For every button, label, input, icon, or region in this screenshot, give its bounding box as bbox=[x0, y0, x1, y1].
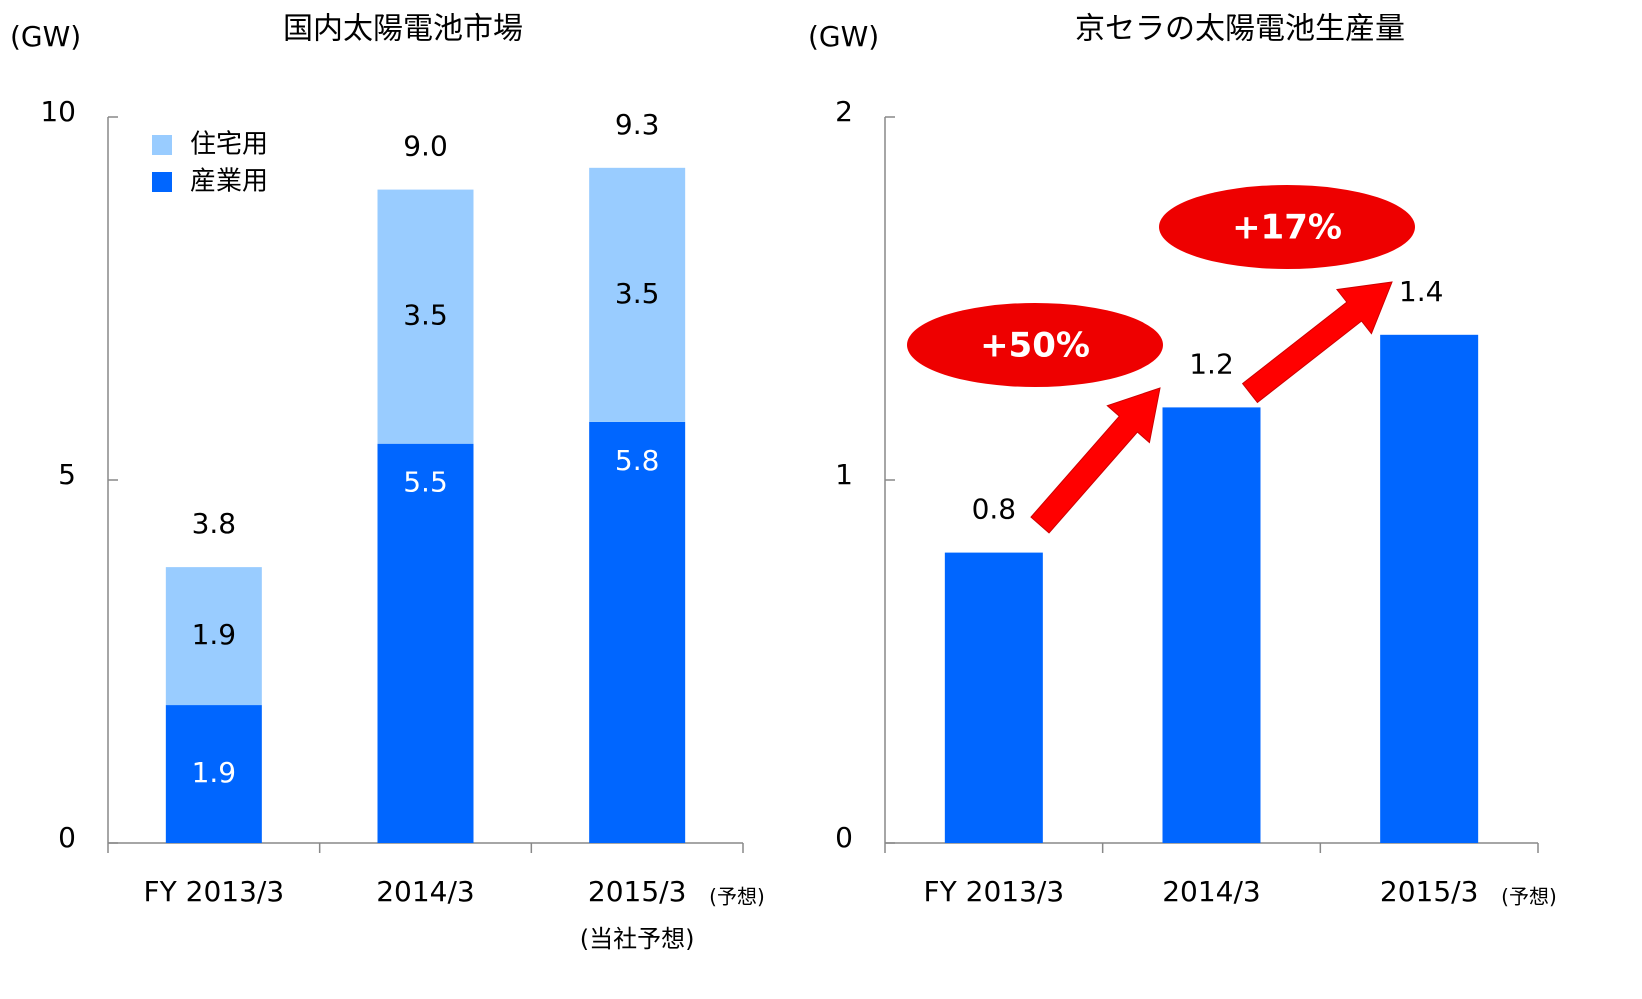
legend-swatch bbox=[152, 135, 172, 155]
data-label: 1.2 bbox=[1189, 347, 1234, 380]
category-note: (予想) bbox=[1501, 885, 1557, 909]
x-tick-label: 2014/3 bbox=[1162, 875, 1261, 908]
data-label: 5.8 bbox=[615, 444, 660, 477]
unit-label: (GW) bbox=[10, 20, 81, 53]
total-label: 3.8 bbox=[192, 507, 237, 540]
legend-swatch bbox=[152, 172, 172, 192]
bar-segment bbox=[377, 443, 474, 843]
annotation-bubble bbox=[907, 303, 1163, 387]
bar-segment bbox=[589, 167, 686, 422]
bar-segment bbox=[377, 189, 474, 444]
arrow bbox=[1030, 387, 1161, 534]
bar-segment bbox=[165, 567, 262, 706]
bar-segment bbox=[589, 421, 686, 843]
bar-segment bbox=[165, 705, 262, 843]
annotation: +50% bbox=[980, 326, 1090, 366]
y-tick-label: 0 bbox=[58, 821, 76, 854]
y-tick-label: 5 bbox=[58, 458, 76, 491]
total-label: 9.3 bbox=[615, 108, 660, 141]
unit-label: (GW) bbox=[808, 20, 879, 53]
y-tick-label: 1 bbox=[835, 458, 853, 491]
annotation: +17% bbox=[1232, 208, 1342, 248]
data-label: 1.9 bbox=[192, 756, 237, 789]
bar bbox=[1162, 407, 1261, 843]
chart-title: 京セラの太陽電池生産量 bbox=[1075, 12, 1405, 47]
data-label: 3.5 bbox=[403, 299, 448, 332]
data-label: 0.8 bbox=[972, 493, 1017, 526]
x-tick-label: 2014/3 bbox=[376, 875, 475, 908]
legend-label: 住宅用 bbox=[190, 130, 268, 160]
x-tick-label: 2015/3 bbox=[588, 875, 687, 908]
category-note: (当社予想) bbox=[580, 925, 695, 953]
arrow bbox=[1241, 281, 1393, 404]
y-tick-label: 2 bbox=[835, 95, 853, 128]
legend-label: 産業用 bbox=[190, 167, 268, 197]
chart-title: 国内太陽電池市場 bbox=[283, 12, 523, 47]
y-tick-label: 0 bbox=[835, 821, 853, 854]
category-note: (予想) bbox=[709, 885, 765, 909]
x-tick-label: FY 2013/3 bbox=[924, 875, 1065, 908]
data-label: 1.9 bbox=[192, 618, 237, 651]
x-tick-label: 2015/3 bbox=[1380, 875, 1479, 908]
data-label: 3.5 bbox=[615, 277, 660, 310]
annotation-bubble bbox=[1159, 185, 1415, 269]
data-label: 5.5 bbox=[403, 466, 448, 499]
bar bbox=[944, 552, 1043, 843]
data-label: 1.4 bbox=[1399, 275, 1444, 308]
y-tick-label: 10 bbox=[40, 95, 76, 128]
x-tick-label: FY 2013/3 bbox=[144, 875, 285, 908]
bar bbox=[1380, 334, 1479, 843]
total-label: 9.0 bbox=[403, 130, 448, 163]
